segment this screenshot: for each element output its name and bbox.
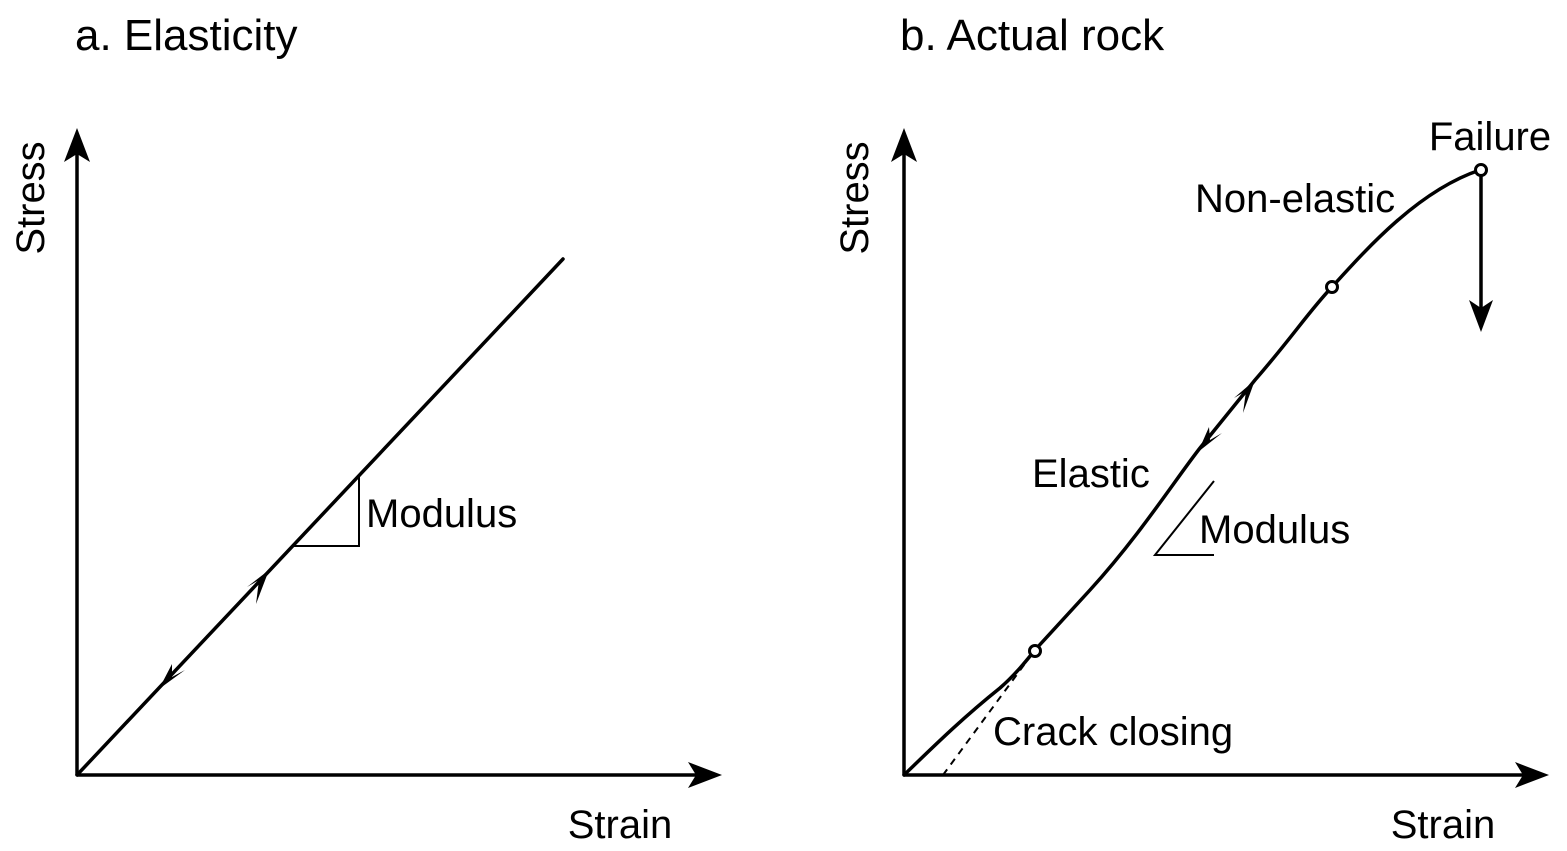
panel-a-title: a. Elasticity	[75, 11, 298, 60]
panel-b-modulus-triangle	[1152, 480, 1215, 556]
panel-a-x-axis-label: Strain	[568, 803, 673, 847]
panel-b-x-axis-arrowhead	[1515, 762, 1549, 788]
panel-a-y-axis-arrowhead	[64, 128, 90, 162]
panel-b-title: b. Actual rock	[900, 11, 1165, 60]
panel-a-modulus-triangle	[294, 477, 360, 547]
panel-b-y-axis-arrowhead	[891, 128, 917, 162]
panel-b-elastic-label: Elastic	[1032, 452, 1150, 496]
panel-b-failure-label: Failure	[1429, 115, 1551, 159]
panel-b-crack-closing-label: Crack closing	[993, 710, 1233, 754]
panel-a-modulus-label: Modulus	[366, 492, 517, 536]
panel-b-failure-marker	[1474, 163, 1488, 177]
panel-a-x-axis-arrowhead	[688, 762, 722, 788]
panel-a-unloading-arrowhead	[159, 664, 185, 689]
panel-b: b. Actual rock Stress Strain Failure Non…	[833, 11, 1551, 847]
panel-a: a. Elasticity Stress Strain Modulus	[9, 11, 722, 847]
panel-b-stress-strain-curve	[902, 168, 1482, 777]
panel-b-y-axis-label: Stress	[833, 141, 877, 254]
panel-a-loading-arrowhead	[247, 570, 269, 604]
panel-b-non-elastic-label: Non-elastic	[1195, 177, 1395, 221]
panel-b-failure-drop-arrowhead	[1469, 300, 1493, 332]
panel-b-modulus-label: Modulus	[1199, 508, 1350, 552]
panel-b-elastic-limit-marker	[1325, 280, 1339, 294]
panel-b-loading-arrowhead	[1234, 380, 1255, 413]
panel-b-crack-closing-end-marker	[1028, 644, 1042, 658]
panel-a-y-axis-label: Stress	[9, 141, 53, 254]
panel-a-elastic-line	[75, 257, 565, 777]
panel-b-unloading-arrowhead	[1198, 427, 1222, 452]
panel-b-x-axis-label: Strain	[1391, 803, 1496, 847]
